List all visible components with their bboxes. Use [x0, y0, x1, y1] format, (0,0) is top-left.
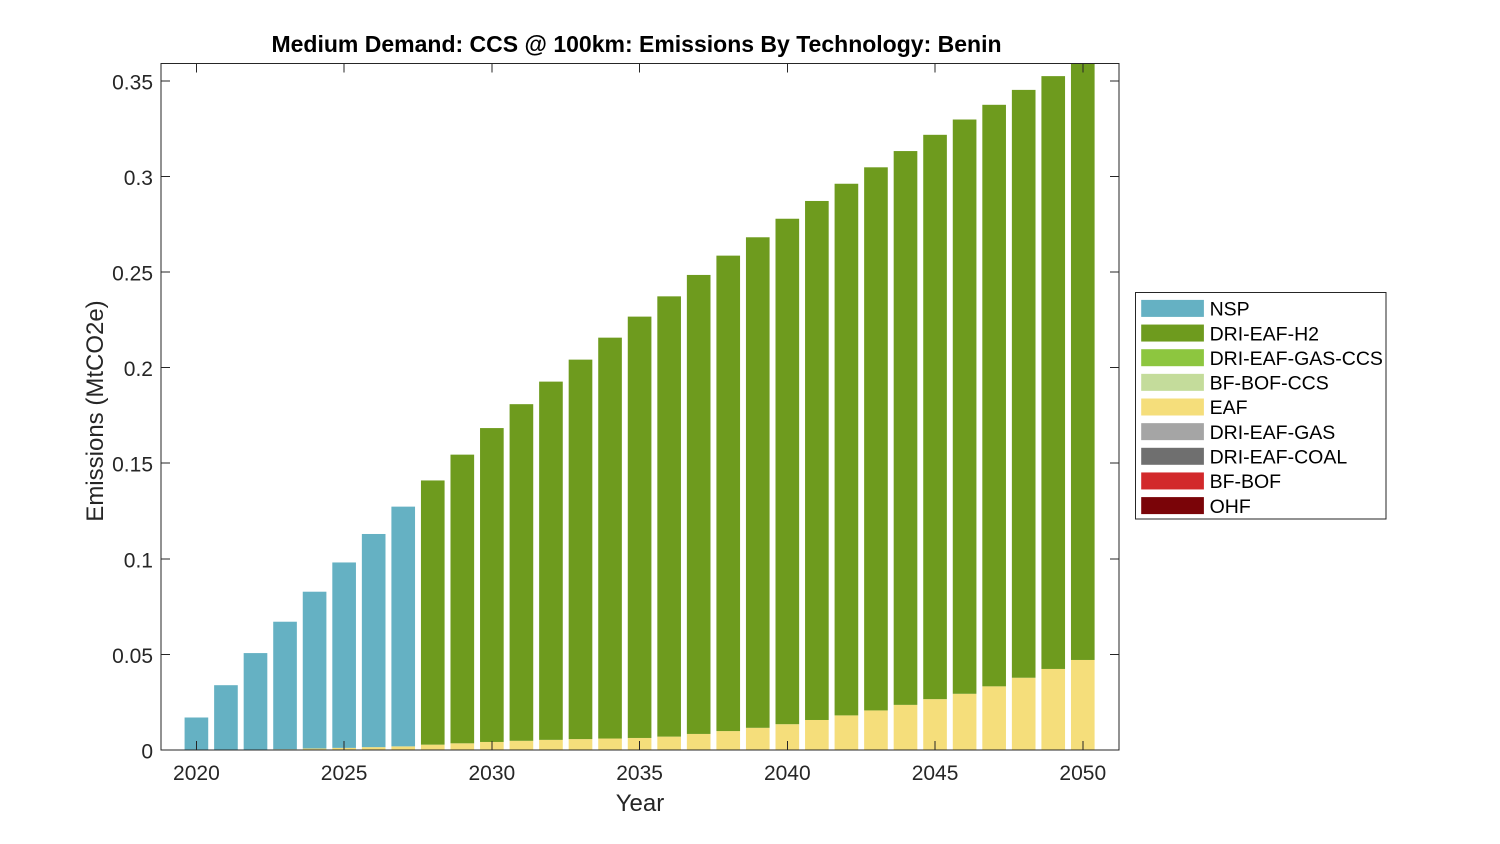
svg-text:NSP: NSP [1210, 299, 1250, 321]
svg-text:2035: 2035 [616, 762, 663, 785]
svg-text:DRI-EAF-GAS-CCS: DRI-EAF-GAS-CCS [1210, 348, 1383, 370]
svg-text:2030: 2030 [469, 762, 516, 785]
svg-text:DRI-EAF-H2: DRI-EAF-H2 [1210, 323, 1319, 345]
svg-text:BF-BOF: BF-BOF [1210, 471, 1282, 493]
svg-text:0.35: 0.35 [112, 71, 153, 94]
svg-text:2050: 2050 [1059, 762, 1106, 785]
svg-text:2040: 2040 [764, 762, 811, 785]
svg-text:OHF: OHF [1210, 496, 1251, 518]
svg-text:2020: 2020 [173, 762, 220, 785]
svg-text:Emissions (MtCO2e): Emissions (MtCO2e) [82, 300, 109, 521]
svg-text:0.05: 0.05 [112, 645, 153, 668]
svg-text:DRI-EAF-GAS: DRI-EAF-GAS [1210, 422, 1336, 444]
svg-text:0.25: 0.25 [112, 263, 153, 286]
svg-text:DRI-EAF-COAL: DRI-EAF-COAL [1210, 447, 1348, 469]
svg-text:2025: 2025 [321, 762, 368, 785]
svg-text:EAF: EAF [1210, 397, 1248, 419]
svg-text:BF-BOF-CCS: BF-BOF-CCS [1210, 373, 1329, 395]
svg-text:Year: Year [616, 790, 665, 817]
svg-text:0.2: 0.2 [124, 358, 153, 381]
svg-text:0: 0 [141, 741, 153, 764]
svg-text:0.3: 0.3 [124, 167, 153, 190]
svg-text:Medium Demand: CCS @ 100km: Em: Medium Demand: CCS @ 100km: Emissions By… [271, 31, 1001, 57]
svg-text:0.1: 0.1 [124, 549, 153, 572]
svg-text:0.15: 0.15 [112, 454, 153, 477]
svg-text:2045: 2045 [912, 762, 959, 785]
